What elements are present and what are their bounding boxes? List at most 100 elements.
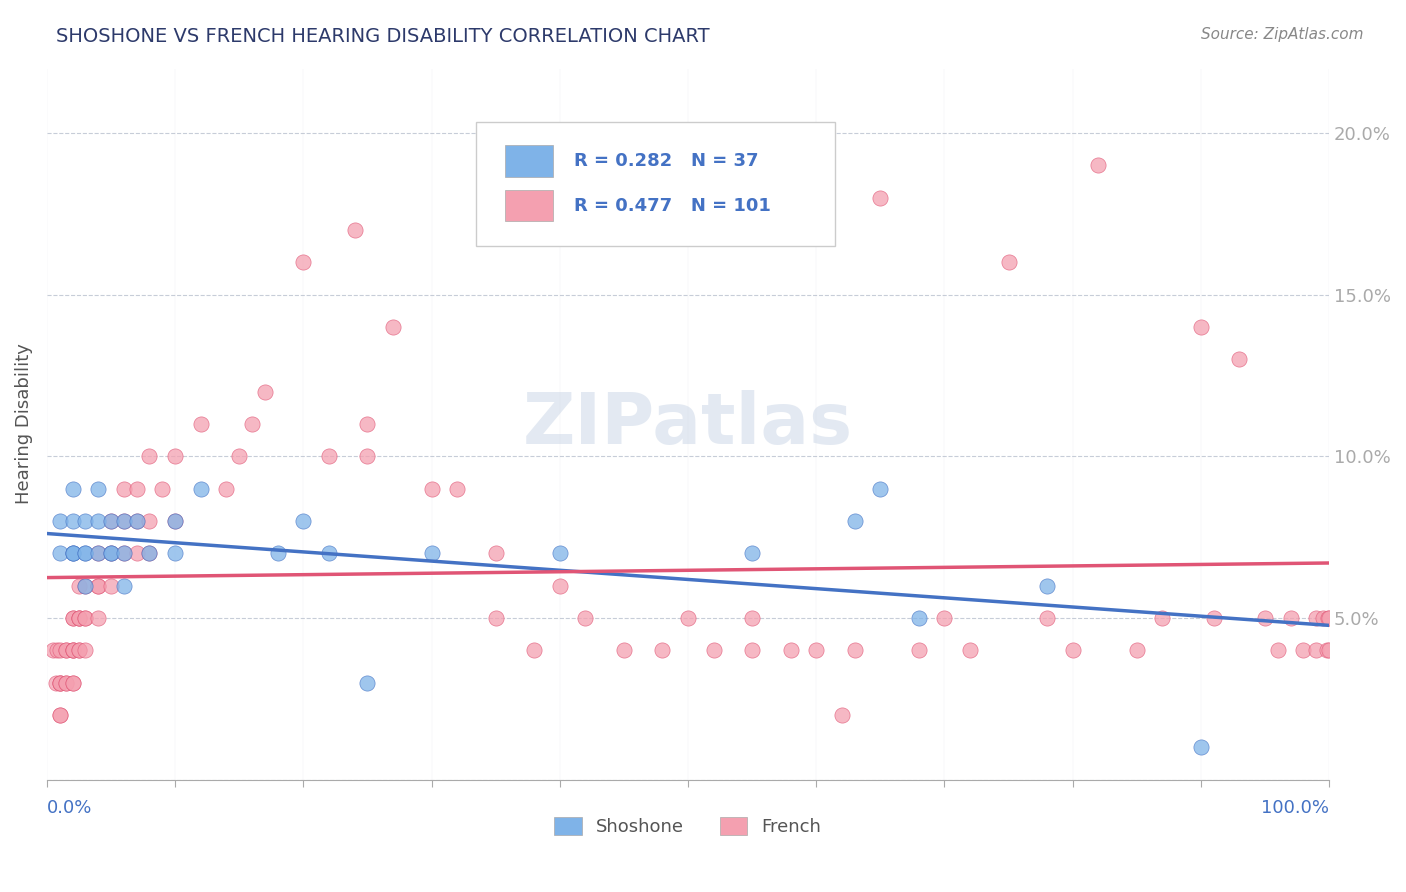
Point xyxy=(1126,643,1149,657)
Point xyxy=(62,643,84,657)
Point xyxy=(420,546,443,560)
Point xyxy=(292,514,315,528)
Point xyxy=(240,417,263,431)
Point xyxy=(48,643,70,657)
Point xyxy=(1254,611,1277,625)
Point xyxy=(420,482,443,496)
Point xyxy=(997,255,1019,269)
Point xyxy=(1317,643,1340,657)
Point xyxy=(831,707,853,722)
Point xyxy=(62,546,84,560)
Point xyxy=(42,643,65,657)
Point xyxy=(382,320,405,334)
Point xyxy=(62,546,84,560)
Point xyxy=(523,643,546,657)
Point xyxy=(613,643,636,657)
Point xyxy=(55,643,77,657)
Point xyxy=(190,482,212,496)
Point xyxy=(741,546,763,560)
Point xyxy=(100,514,122,528)
Y-axis label: Hearing Disability: Hearing Disability xyxy=(15,343,32,505)
Point xyxy=(1316,643,1339,657)
Point xyxy=(869,482,891,496)
Point xyxy=(112,514,135,528)
Point xyxy=(87,546,110,560)
Point xyxy=(1317,611,1340,625)
Point xyxy=(651,643,673,657)
Point xyxy=(138,546,160,560)
Point xyxy=(1292,643,1315,657)
Point xyxy=(87,579,110,593)
Point xyxy=(75,546,97,560)
Point xyxy=(779,643,801,657)
Point xyxy=(165,450,187,464)
Point xyxy=(67,643,90,657)
Point xyxy=(1152,611,1174,625)
Point xyxy=(292,255,315,269)
Point xyxy=(1189,740,1212,755)
Point xyxy=(844,514,866,528)
Legend: Shoshone, French: Shoshone, French xyxy=(547,810,828,844)
Point xyxy=(67,643,90,657)
Point xyxy=(1316,611,1339,625)
Point xyxy=(165,546,187,560)
Point xyxy=(165,514,187,528)
Point xyxy=(267,546,290,560)
Point xyxy=(48,707,70,722)
Point xyxy=(55,643,77,657)
Point xyxy=(741,611,763,625)
Point xyxy=(869,191,891,205)
FancyBboxPatch shape xyxy=(477,122,835,246)
Point xyxy=(356,675,378,690)
Point xyxy=(959,643,981,657)
Point xyxy=(485,546,508,560)
Point xyxy=(112,546,135,560)
Point xyxy=(844,643,866,657)
Point xyxy=(100,546,122,560)
Point xyxy=(112,579,135,593)
Point xyxy=(1305,611,1327,625)
Point xyxy=(55,675,77,690)
Point xyxy=(87,611,110,625)
Point xyxy=(138,546,160,560)
Point xyxy=(356,450,378,464)
Point xyxy=(100,514,122,528)
Point xyxy=(75,611,97,625)
Point xyxy=(165,514,187,528)
Point xyxy=(87,514,110,528)
Point xyxy=(87,579,110,593)
Point xyxy=(125,514,148,528)
Point xyxy=(45,675,67,690)
Point xyxy=(100,546,122,560)
Point xyxy=(1227,352,1250,367)
Point xyxy=(1267,643,1289,657)
Point xyxy=(100,579,122,593)
Point xyxy=(87,482,110,496)
Point xyxy=(1202,611,1225,625)
Point xyxy=(62,675,84,690)
Point xyxy=(48,514,70,528)
Point xyxy=(48,675,70,690)
Point xyxy=(318,546,340,560)
Point xyxy=(48,707,70,722)
Point xyxy=(228,450,250,464)
Point xyxy=(1062,643,1084,657)
Point xyxy=(48,546,70,560)
Point xyxy=(1036,579,1059,593)
Point xyxy=(1279,611,1302,625)
Point xyxy=(112,546,135,560)
Point xyxy=(150,482,173,496)
Point xyxy=(75,611,97,625)
Point xyxy=(62,643,84,657)
Text: Source: ZipAtlas.com: Source: ZipAtlas.com xyxy=(1201,27,1364,42)
Point xyxy=(62,482,84,496)
Text: R = 0.477   N = 101: R = 0.477 N = 101 xyxy=(574,197,770,215)
Point xyxy=(190,417,212,431)
Point xyxy=(55,675,77,690)
Point xyxy=(125,514,148,528)
Point xyxy=(46,643,69,657)
Point xyxy=(934,611,956,625)
Point xyxy=(67,611,90,625)
Point xyxy=(125,546,148,560)
Text: SHOSHONE VS FRENCH HEARING DISABILITY CORRELATION CHART: SHOSHONE VS FRENCH HEARING DISABILITY CO… xyxy=(56,27,710,45)
